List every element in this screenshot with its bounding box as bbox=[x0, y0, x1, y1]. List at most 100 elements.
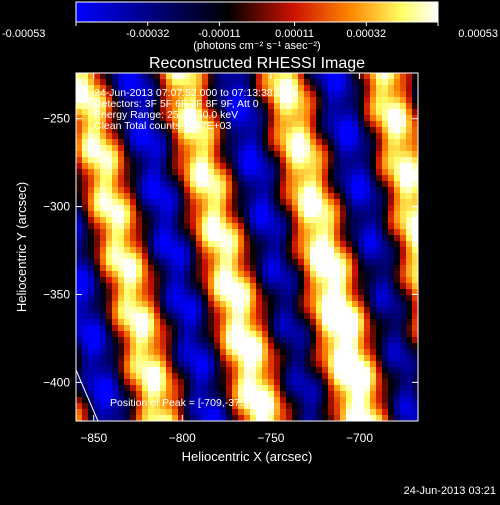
heatmap-cell bbox=[184, 319, 191, 326]
heatmap-cell bbox=[202, 169, 209, 176]
heatmap-cell bbox=[196, 403, 203, 410]
heatmap-cell bbox=[250, 319, 257, 326]
heatmap-cell bbox=[316, 391, 323, 398]
heatmap-cell bbox=[82, 379, 89, 386]
heatmap-cell bbox=[280, 151, 287, 158]
heatmap-cell bbox=[376, 217, 383, 224]
heatmap-cell bbox=[400, 289, 407, 296]
heatmap-cell bbox=[268, 193, 275, 200]
heatmap-cell bbox=[82, 85, 89, 92]
heatmap-cell bbox=[88, 187, 95, 194]
heatmap-cell bbox=[82, 157, 89, 164]
heatmap-cell bbox=[160, 169, 167, 176]
heatmap-cell bbox=[184, 151, 191, 158]
heatmap-cell bbox=[232, 391, 239, 398]
heatmap-cell bbox=[370, 133, 377, 140]
heatmap-cell bbox=[268, 235, 275, 242]
heatmap-cell bbox=[406, 259, 413, 266]
heatmap-cell bbox=[106, 205, 113, 212]
heatmap-cell bbox=[196, 343, 203, 350]
heatmap-cell bbox=[292, 127, 299, 134]
heatmap-cell bbox=[154, 295, 161, 302]
heatmap-cell bbox=[244, 133, 251, 140]
heatmap-cell bbox=[352, 109, 359, 116]
x-tick-label: −700 bbox=[346, 431, 373, 445]
heatmap-cell bbox=[112, 307, 119, 314]
heatmap-cell bbox=[118, 283, 125, 290]
heatmap-cell bbox=[286, 379, 293, 386]
heatmap-cell bbox=[214, 337, 221, 344]
heatmap-cell bbox=[178, 337, 185, 344]
heatmap-cell bbox=[142, 127, 149, 134]
heatmap-cell bbox=[94, 265, 101, 272]
heatmap-cell bbox=[178, 289, 185, 296]
heatmap-cell bbox=[226, 121, 233, 128]
heatmap-cell bbox=[352, 175, 359, 182]
heatmap-cell bbox=[154, 139, 161, 146]
heatmap-cell bbox=[118, 397, 125, 404]
heatmap-cell bbox=[394, 307, 401, 314]
heatmap-cell bbox=[304, 133, 311, 140]
heatmap-cell bbox=[322, 169, 329, 176]
heatmap-cell bbox=[322, 397, 329, 404]
heatmap-cell bbox=[280, 331, 287, 338]
heatmap-cell bbox=[148, 163, 155, 170]
heatmap-cell bbox=[124, 271, 131, 278]
heatmap-cell bbox=[328, 355, 335, 362]
heatmap-cell bbox=[286, 403, 293, 410]
heatmap-cell bbox=[352, 145, 359, 152]
heatmap-cell bbox=[376, 385, 383, 392]
heatmap-cell bbox=[184, 397, 191, 404]
heatmap-cell bbox=[208, 385, 215, 392]
heatmap-cell bbox=[172, 247, 179, 254]
heatmap-cell bbox=[124, 337, 131, 344]
heatmap-cell bbox=[364, 409, 371, 416]
heatmap-cell bbox=[160, 391, 167, 398]
heatmap-cell bbox=[406, 217, 413, 224]
heatmap-cell bbox=[136, 109, 143, 116]
heatmap-cell bbox=[334, 127, 341, 134]
heatmap-cell bbox=[412, 145, 418, 152]
heatmap-cell bbox=[184, 337, 191, 344]
heatmap-cell bbox=[154, 205, 161, 212]
heatmap-cell bbox=[76, 133, 83, 140]
heatmap-cell bbox=[172, 205, 179, 212]
heatmap-cell bbox=[202, 307, 209, 314]
heatmap-cell bbox=[256, 415, 263, 421]
heatmap-cell bbox=[106, 343, 113, 350]
heatmap-cell bbox=[244, 73, 251, 80]
heatmap-cell bbox=[370, 403, 377, 410]
heatmap-cell bbox=[382, 79, 389, 86]
heatmap-cell bbox=[334, 169, 341, 176]
heatmap-cell bbox=[286, 169, 293, 176]
heatmap-cell bbox=[196, 319, 203, 326]
heatmap-cell bbox=[190, 367, 197, 374]
heatmap-cell bbox=[328, 367, 335, 374]
heatmap-cell bbox=[328, 277, 335, 284]
heatmap-cell bbox=[202, 109, 209, 116]
heatmap-cell bbox=[136, 223, 143, 230]
heatmap-cell bbox=[202, 349, 209, 356]
heatmap-cell bbox=[208, 187, 215, 194]
heatmap-cell bbox=[340, 241, 347, 248]
heatmap-cell bbox=[268, 163, 275, 170]
heatmap-cell bbox=[172, 325, 179, 332]
heatmap-cell bbox=[274, 79, 281, 86]
heatmap-cell bbox=[292, 283, 299, 290]
heatmap-cell bbox=[394, 235, 401, 242]
heatmap-cell bbox=[316, 409, 323, 416]
heatmap-cell bbox=[370, 331, 377, 338]
heatmap-cell bbox=[256, 301, 263, 308]
heatmap-cell bbox=[382, 127, 389, 134]
heatmap-cell bbox=[178, 283, 185, 290]
heatmap-cell bbox=[136, 199, 143, 206]
solar-limb-line bbox=[75, 369, 99, 422]
heatmap-cell bbox=[316, 385, 323, 392]
heatmap-cell bbox=[214, 367, 221, 374]
heatmap-cell bbox=[268, 409, 275, 416]
heatmap-cell bbox=[328, 187, 335, 194]
heatmap-cell bbox=[112, 385, 119, 392]
heatmap-cell bbox=[322, 193, 329, 200]
heatmap-cell bbox=[388, 259, 395, 266]
heatmap-cell bbox=[310, 115, 317, 122]
